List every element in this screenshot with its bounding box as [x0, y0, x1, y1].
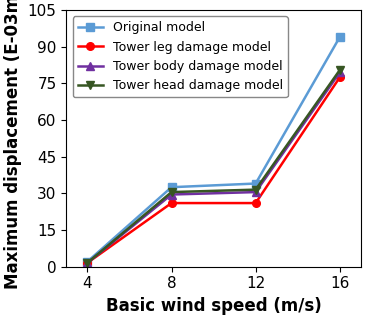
Tower head damage model: [338, 68, 342, 72]
Original model: [338, 35, 342, 39]
Line: Original model: Original model: [84, 33, 343, 265]
Tower body damage model: [253, 190, 258, 194]
Line: Tower leg damage model: Tower leg damage model: [84, 73, 343, 267]
Y-axis label: Maximum displacement (E-03m): Maximum displacement (E-03m): [4, 0, 22, 289]
Tower leg damage model: [85, 261, 89, 265]
Tower head damage model: [85, 261, 89, 265]
Original model: [85, 260, 89, 263]
Original model: [169, 185, 174, 189]
Tower body damage model: [338, 70, 342, 74]
Tower head damage model: [253, 188, 258, 191]
Original model: [253, 182, 258, 185]
Line: Tower head damage model: Tower head damage model: [84, 66, 343, 267]
Tower leg damage model: [169, 201, 174, 205]
Line: Tower body damage model: Tower body damage model: [84, 69, 343, 267]
Tower head damage model: [169, 190, 174, 194]
Tower leg damage model: [338, 75, 342, 79]
Legend: Original model, Tower leg damage model, Tower body damage model, Tower head dama: Original model, Tower leg damage model, …: [73, 16, 288, 97]
Tower body damage model: [85, 261, 89, 265]
X-axis label: Basic wind speed (m/s): Basic wind speed (m/s): [106, 297, 322, 315]
Tower body damage model: [169, 193, 174, 197]
Tower leg damage model: [253, 201, 258, 205]
